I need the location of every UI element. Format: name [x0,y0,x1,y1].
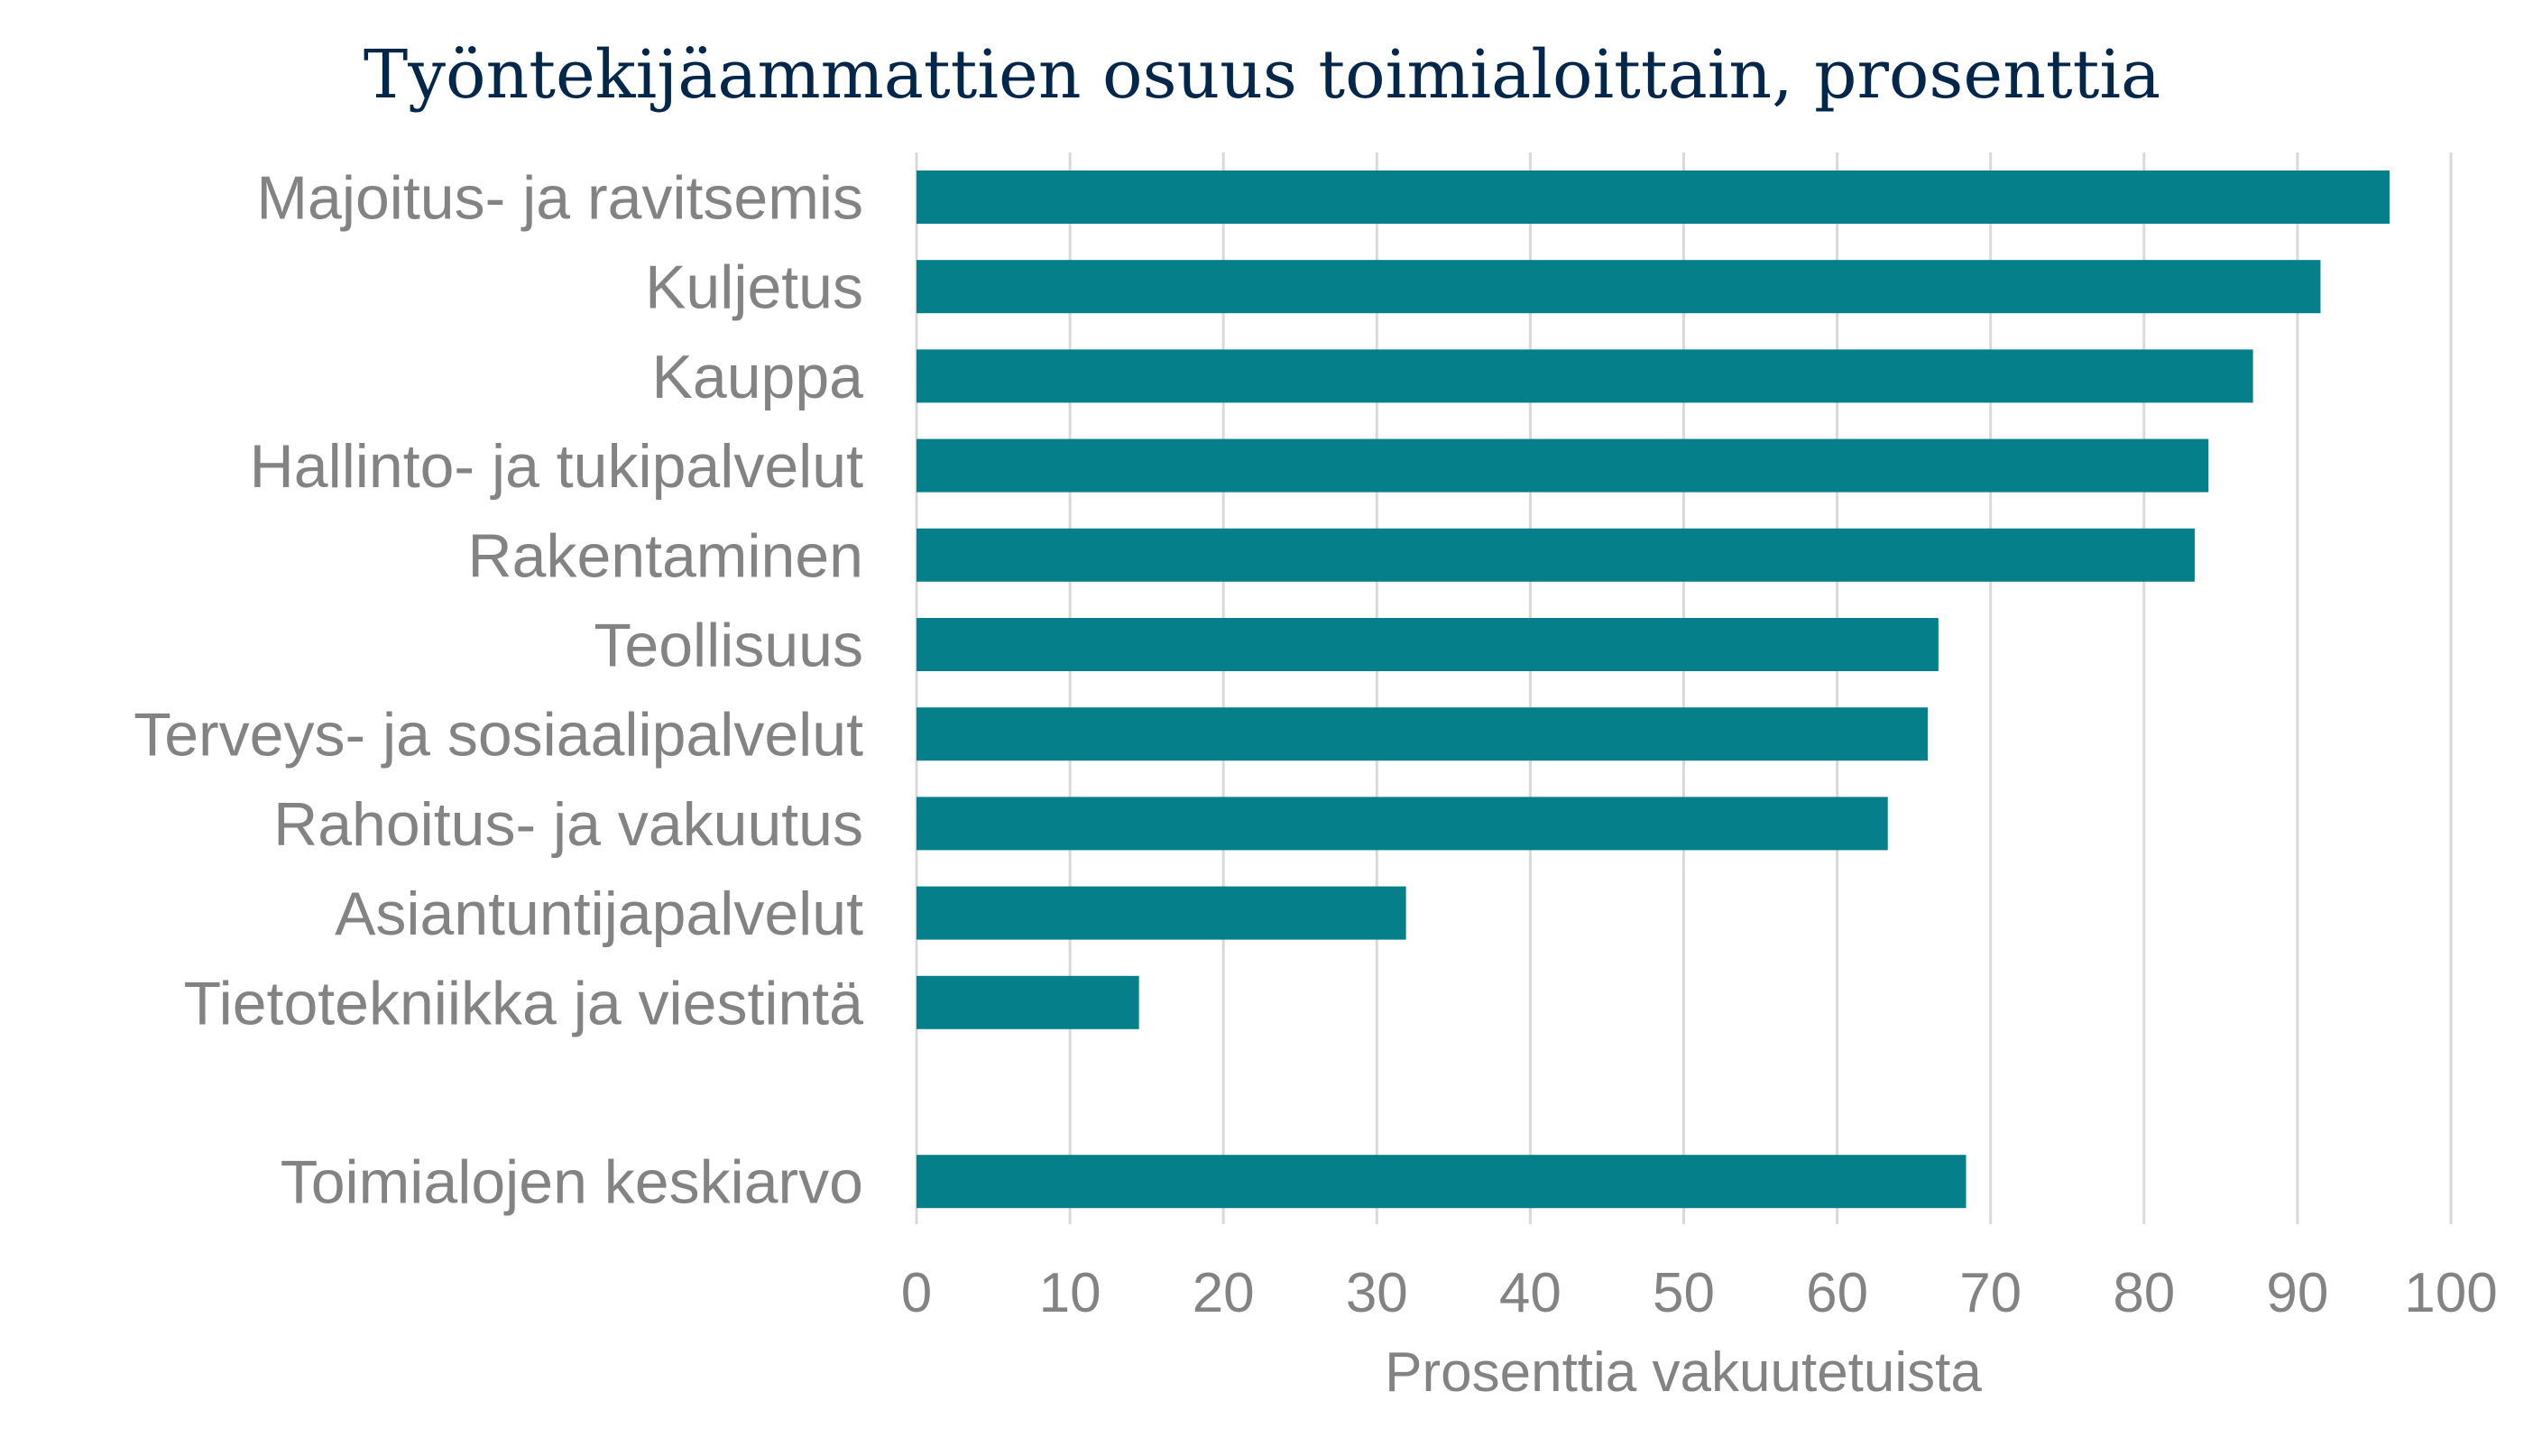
category-label: Rakentaminen [468,521,863,590]
x-axis-title: Prosenttia vakuutetuista [1385,1341,1982,1404]
x-tick-label: 0 [901,1262,932,1324]
category-label: Teollisuus [594,612,863,680]
bar [917,707,1928,761]
category-label: Tietotekniikka ja viestintä [184,969,864,1037]
x-tick-labels: 0 10 20 30 40 50 60 70 80 90 100 [901,1262,2498,1324]
bar [917,349,2253,403]
x-tick-label: 80 [2113,1262,2175,1324]
bar [917,260,2321,314]
category-label: Asiantuntijapalvelut [335,880,863,948]
bars [917,170,2390,1209]
x-tick-label: 20 [1193,1262,1255,1324]
category-labels: Majoitus- ja ravitsemis Kuljetus Kauppa Hal… [134,164,863,1217]
bar [917,797,1888,851]
category-label: Rahoitus- ja vakuutus [273,790,863,859]
x-tick-label: 70 [1959,1262,2022,1324]
bar [917,618,1939,671]
category-label: Hallinto- ja tukipalvelut [250,432,863,501]
bar [917,886,1406,940]
bar [917,438,2209,493]
x-tick-label: 40 [1499,1262,1561,1324]
x-tick-label: 30 [1346,1262,1408,1324]
x-tick-label: 100 [2404,1262,2497,1324]
bar [917,528,2195,582]
bar [917,170,2390,224]
bar [917,975,1139,1029]
category-label: Kauppa [652,343,864,411]
gridlines [915,152,2453,1224]
x-tick-label: 10 [1039,1262,1101,1324]
category-label: Kuljetus [645,253,863,322]
x-tick-label: 60 [1806,1262,1868,1324]
bar [917,1155,1967,1209]
category-label: Majoitus- ja ravitsemis [256,164,863,233]
category-label: Terveys- ja sosiaalipalvelut [134,701,863,769]
x-tick-label: 50 [1653,1262,1715,1324]
x-tick-label: 90 [2266,1262,2328,1324]
chart-title: Työntekijäammattien osuus toimialoittain… [364,36,2160,114]
category-label: Toimialojen keskiarvo [281,1148,863,1217]
